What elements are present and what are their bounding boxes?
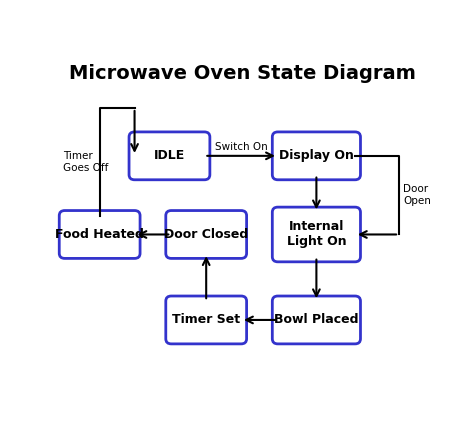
Text: Microwave Oven State Diagram: Microwave Oven State Diagram — [70, 64, 416, 83]
FancyBboxPatch shape — [166, 296, 246, 344]
FancyBboxPatch shape — [272, 132, 360, 180]
Text: Timer
Goes Off: Timer Goes Off — [63, 151, 108, 173]
Text: Food Heated: Food Heated — [55, 228, 144, 241]
Text: Door Closed: Door Closed — [164, 228, 248, 241]
Text: Bowl Placed: Bowl Placed — [274, 313, 359, 326]
FancyBboxPatch shape — [272, 207, 360, 262]
FancyBboxPatch shape — [59, 210, 140, 258]
Text: Internal
Light On: Internal Light On — [287, 221, 346, 249]
Text: Switch On: Switch On — [215, 142, 267, 152]
Text: Display On: Display On — [279, 149, 354, 163]
Text: IDLE: IDLE — [154, 149, 185, 163]
FancyBboxPatch shape — [272, 296, 360, 344]
FancyBboxPatch shape — [129, 132, 210, 180]
Text: Door
Open: Door Open — [403, 184, 431, 206]
Text: Timer Set: Timer Set — [172, 313, 240, 326]
FancyBboxPatch shape — [166, 210, 246, 258]
